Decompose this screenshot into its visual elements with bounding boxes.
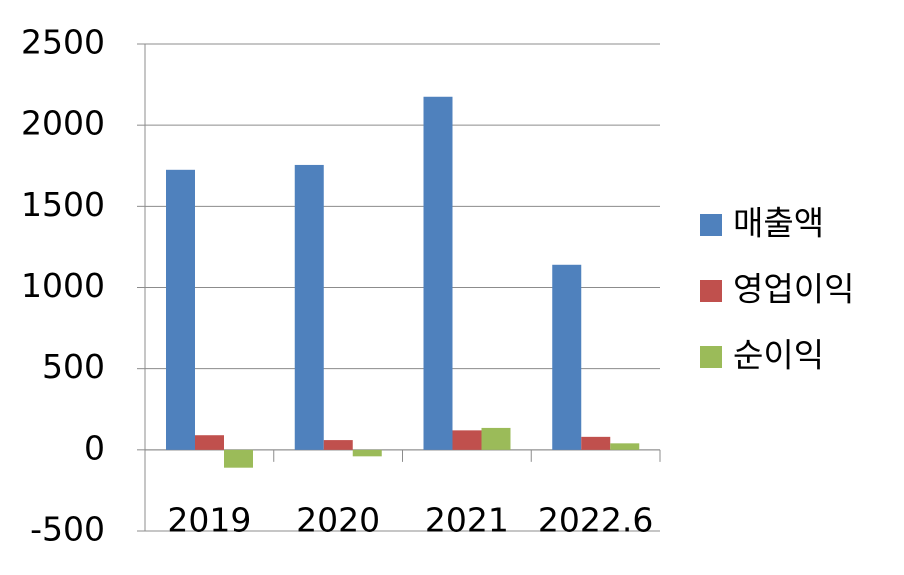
legend-swatch — [700, 346, 722, 368]
bar — [581, 436, 611, 450]
bar — [352, 449, 382, 457]
x-tick-label: 2022.6 — [538, 501, 653, 540]
bar — [323, 440, 353, 450]
bar — [195, 435, 224, 450]
legend-label: 매출액 — [733, 204, 824, 243]
y-tick-label: 0 — [84, 428, 105, 467]
y-tick-label: 500 — [42, 347, 105, 386]
bar — [166, 169, 195, 450]
bar — [481, 427, 511, 450]
y-tick-label: 2500 — [21, 23, 105, 62]
legend-label: 영업이익 — [733, 270, 854, 309]
y-tick-label: -500 — [30, 510, 105, 549]
bar — [294, 164, 324, 450]
y-tick-label: 2000 — [21, 104, 105, 143]
legend-swatch — [700, 214, 722, 236]
legend-swatch — [700, 280, 722, 302]
legend-label: 순이익 — [733, 336, 824, 375]
y-tick-label: 1500 — [21, 185, 105, 224]
x-tick-label: 2020 — [296, 501, 380, 540]
bar — [610, 443, 640, 450]
x-tick-label: 2021 — [425, 501, 509, 540]
bar — [423, 96, 453, 450]
y-tick-label: 1000 — [21, 266, 105, 305]
bar — [224, 449, 253, 468]
x-tick-label: 2019 — [167, 501, 251, 540]
bar — [452, 430, 482, 450]
bar — [552, 264, 582, 450]
